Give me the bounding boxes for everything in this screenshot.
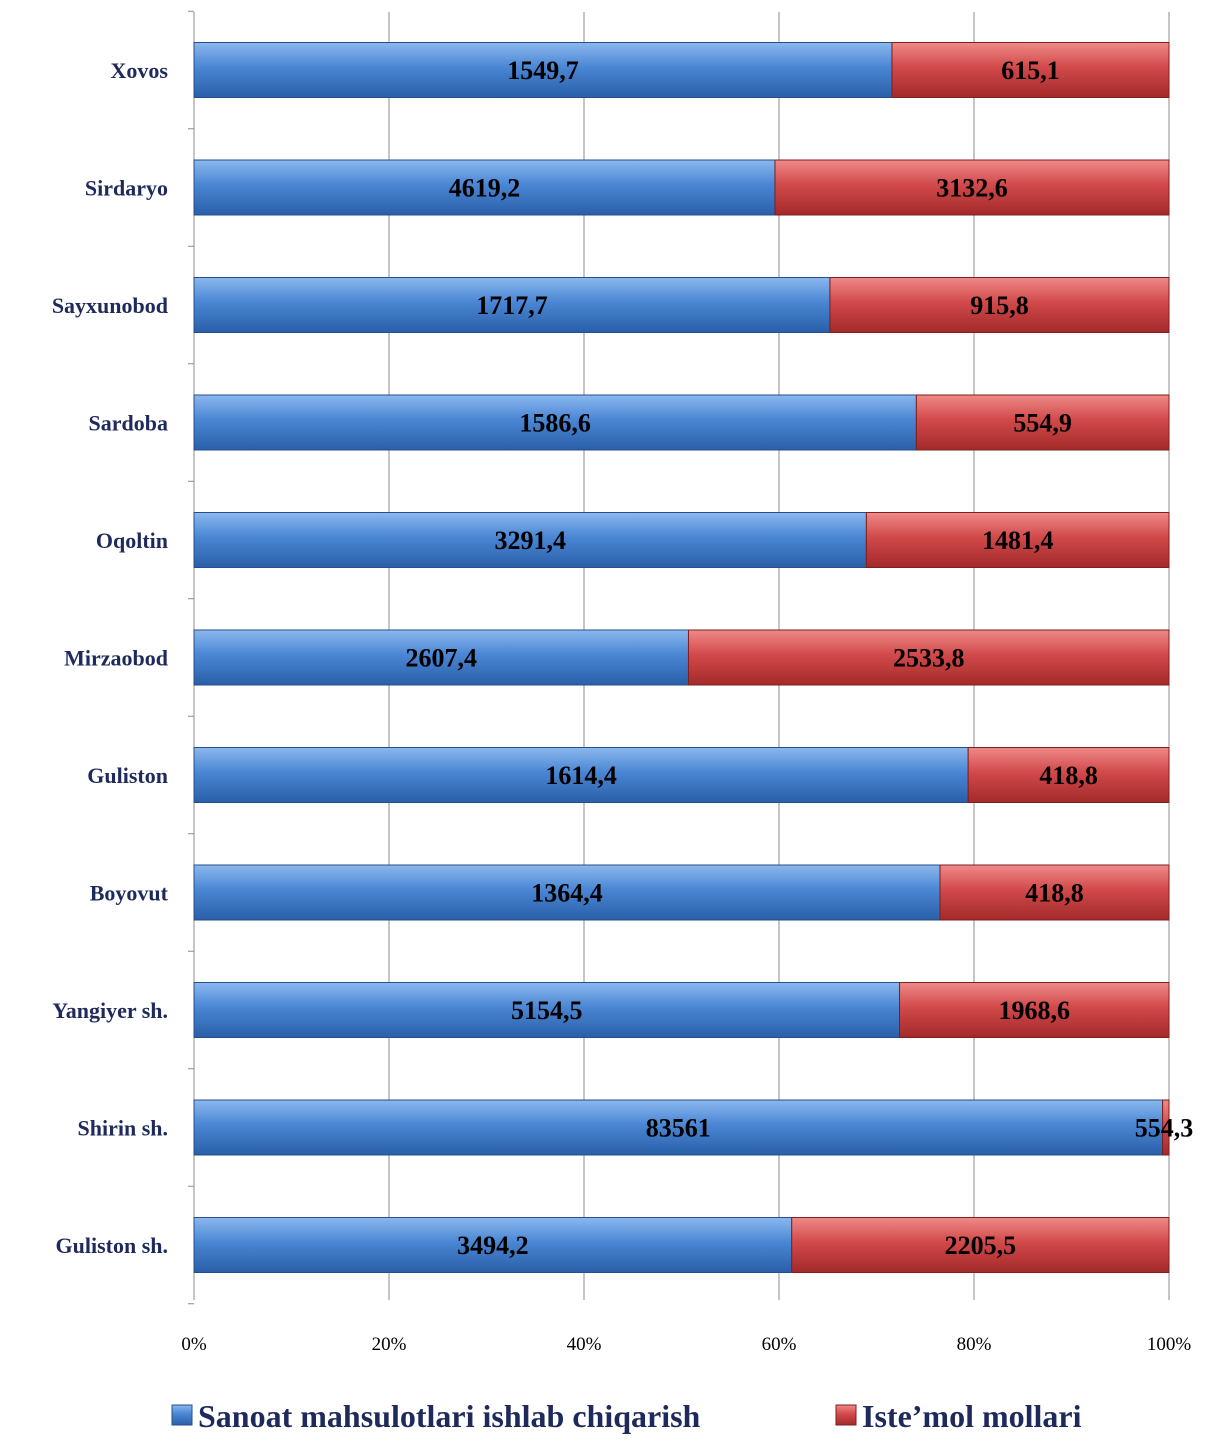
legend-label: Sanoat mahsulotlari ishlab chiqarish [198,1398,701,1434]
category-label: Sardoba [89,411,168,436]
x-tick-label: 60% [762,1334,797,1355]
data-label: 5154,5 [511,996,583,1025]
bar-segment-sanoat [193,512,867,568]
category-label: Guliston sh. [56,1233,169,1258]
data-label: 615,1 [1001,56,1060,85]
category-label: Xovos [111,58,169,83]
bar-segment-istemol [1162,1099,1170,1156]
bar-segment-sanoat [193,394,917,451]
data-label: 3291,4 [494,526,566,555]
bar-segment-sanoat [193,629,689,686]
data-label: 1549,7 [507,56,579,85]
bars [193,42,1170,1273]
x-tick-label: 80% [957,1334,992,1355]
data-label: 1364,4 [531,879,603,908]
data-label: 418,8 [1025,879,1084,908]
data-label: 2607,4 [405,644,477,673]
category-label: Boyovut [90,881,169,906]
x-tick-label: 20% [372,1334,407,1355]
data-label: 1614,4 [545,761,617,790]
bar-segment-istemol [915,394,1170,451]
data-label: 418,8 [1039,761,1098,790]
bar-segment-sanoat [193,747,969,803]
bar-segment-sanoat [193,277,831,333]
data-label: 554,9 [1013,409,1072,438]
category-label: Guliston [87,763,168,788]
bar-segment-istemol [829,277,1170,333]
bar-segment-sanoat [193,42,893,98]
category-label: Sirdaryo [85,176,168,201]
data-label: 915,8 [970,291,1029,320]
data-label: 4619,2 [449,174,521,203]
data-label: 83561 [646,1114,711,1143]
bar-segment-istemol [939,864,1170,921]
bar-segment-istemol [899,982,1170,1038]
legend: Sanoat mahsulotlari ishlab chiqarish Iste… [171,1398,1082,1434]
bar-segment-sanoat [193,864,941,921]
data-label: 1586,6 [519,409,591,438]
category-label: Oqoltin [96,528,168,553]
x-tick-label: 100% [1147,1334,1192,1355]
bar-segment-sanoat [193,1217,793,1273]
data-label: 1481,4 [982,526,1054,555]
bar-segment-istemol [687,629,1170,686]
bar-segment-istemol [891,42,1170,98]
axes: 0% 20% 40% 60% 80% 100% Xovos Sirdaryo Sayxunobo… [52,10,1192,1355]
bar-segment-sanoat [193,159,776,216]
category-label: Yangiyer sh. [52,998,168,1023]
legend-swatch [835,1404,857,1426]
data-label: 2533,8 [893,644,965,673]
data-label: 554,3 [1135,1114,1194,1143]
category-label: Mirzaobod [64,646,168,671]
legend-swatch [171,1404,193,1426]
bar-segment-istemol [774,159,1170,216]
bar-segment-istemol [865,512,1170,568]
x-tick-label: 0% [181,1334,207,1355]
labels: 1549,7 615,1 4619,2 3132,6 1717,7 915,8 1586,6… [405,56,1193,1260]
data-label: 1968,6 [999,996,1071,1025]
bar-segment-istemol [967,747,1170,803]
category-label: Sayxunobod [52,293,168,318]
data-label: 1717,7 [476,291,548,320]
legend-label: Iste’mol mollari [862,1398,1082,1434]
data-label: 3132,6 [936,174,1008,203]
x-tick-label: 40% [567,1334,602,1355]
data-label: 2205,5 [945,1231,1017,1260]
category-label: Shirin sh. [78,1116,169,1141]
data-label: 3494,2 [457,1231,529,1260]
bar-segment-istemol [791,1217,1170,1273]
bar-segment-sanoat [193,982,901,1038]
